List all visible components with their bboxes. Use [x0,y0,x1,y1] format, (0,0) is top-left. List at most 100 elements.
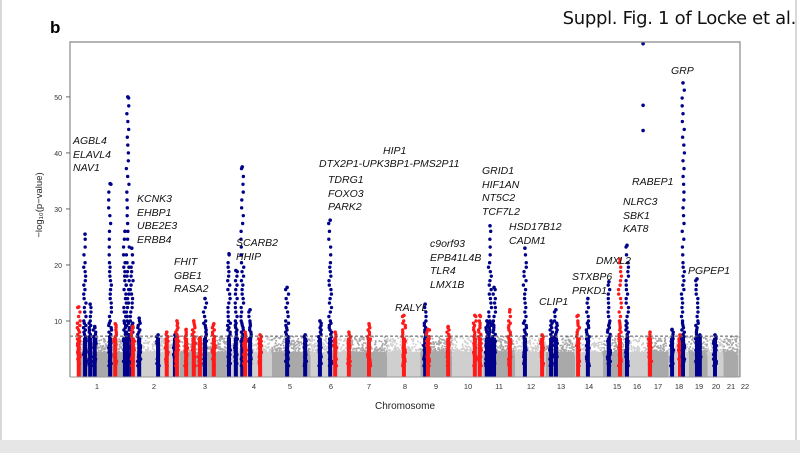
background-point [410,353,413,356]
peak-point [401,361,405,366]
background-point [569,350,572,353]
peak-point [125,206,130,210]
background-point [710,349,713,352]
background-point [178,352,181,355]
background-point [80,348,83,351]
peak-point [83,261,87,265]
background-point [438,348,441,351]
peak-point [107,364,111,368]
peak-point [75,326,79,330]
background-point [97,349,100,352]
background-point [691,352,694,355]
background-point [154,352,157,355]
background-point [151,351,154,354]
background-point [374,343,377,346]
background-point [374,347,377,350]
background-point [220,336,223,339]
peak-point [242,361,246,366]
background-point [466,342,469,345]
background-band [627,351,648,377]
background-point [505,353,508,356]
background-point [280,350,283,353]
peak-point [235,283,239,287]
background-point [512,349,515,352]
background-point [691,338,694,341]
background-point [565,349,568,352]
peak-top-point [328,218,332,222]
peak-point [226,274,231,278]
background-point [277,352,280,355]
background-band [647,351,669,377]
background-point [600,343,603,346]
background-point [719,341,722,344]
background-point [613,339,616,342]
peak-top-point [240,165,245,169]
background-point [667,348,670,351]
peak-top-point [426,327,430,332]
background-point [307,338,310,341]
peak-red [365,321,373,377]
background-point [659,337,662,340]
peak-point [239,237,243,241]
background-point [275,344,278,347]
peak-point [203,305,207,310]
peak-point [124,330,129,334]
background-point [355,338,358,341]
background-point [569,342,572,345]
peak-point [82,296,86,301]
background-point [518,349,521,352]
peak-point [285,310,290,314]
background-point [151,353,154,356]
peak-top-point [285,285,289,290]
background-point [574,347,577,350]
background-point [664,340,667,343]
background-point [450,337,453,340]
peak-point [239,261,244,265]
peak-point [233,355,237,359]
peak-point [286,314,290,319]
peak-point [82,283,86,287]
background-point [612,353,615,356]
background-point [412,338,415,341]
peak-point [284,305,288,310]
peak-top-point [203,296,207,301]
background-point [663,337,666,340]
background-point [559,344,562,347]
peak-point [242,350,247,355]
peak-point [121,245,126,249]
background-point [580,336,583,339]
background-point [600,341,603,344]
background-point [381,347,384,350]
peak-point [107,314,112,319]
background-point [532,342,535,345]
background-point [520,348,523,351]
background-point [536,348,539,351]
peak-point [127,278,131,283]
peak-point [76,314,81,319]
background-point [326,353,329,356]
background-point [614,341,617,344]
peak-point [124,355,129,359]
background-point [416,340,419,343]
background-point [567,353,570,356]
background-point [219,345,222,348]
peak-point [422,343,426,348]
peak-top-point [88,302,92,306]
background-point [283,346,286,349]
background-point [636,345,639,348]
background-point [692,337,695,340]
background-point [393,339,396,342]
significant-points [75,41,719,377]
background-point [295,347,298,350]
peak-point [83,278,88,283]
background-point [373,353,376,356]
background-point [264,353,267,356]
background-point [498,337,501,340]
background-point [603,340,606,343]
peak-point [76,332,80,337]
background-point [456,350,459,353]
background-point [100,345,103,348]
peak-point [425,330,429,334]
background-point [292,345,295,348]
peak-point [82,319,86,323]
